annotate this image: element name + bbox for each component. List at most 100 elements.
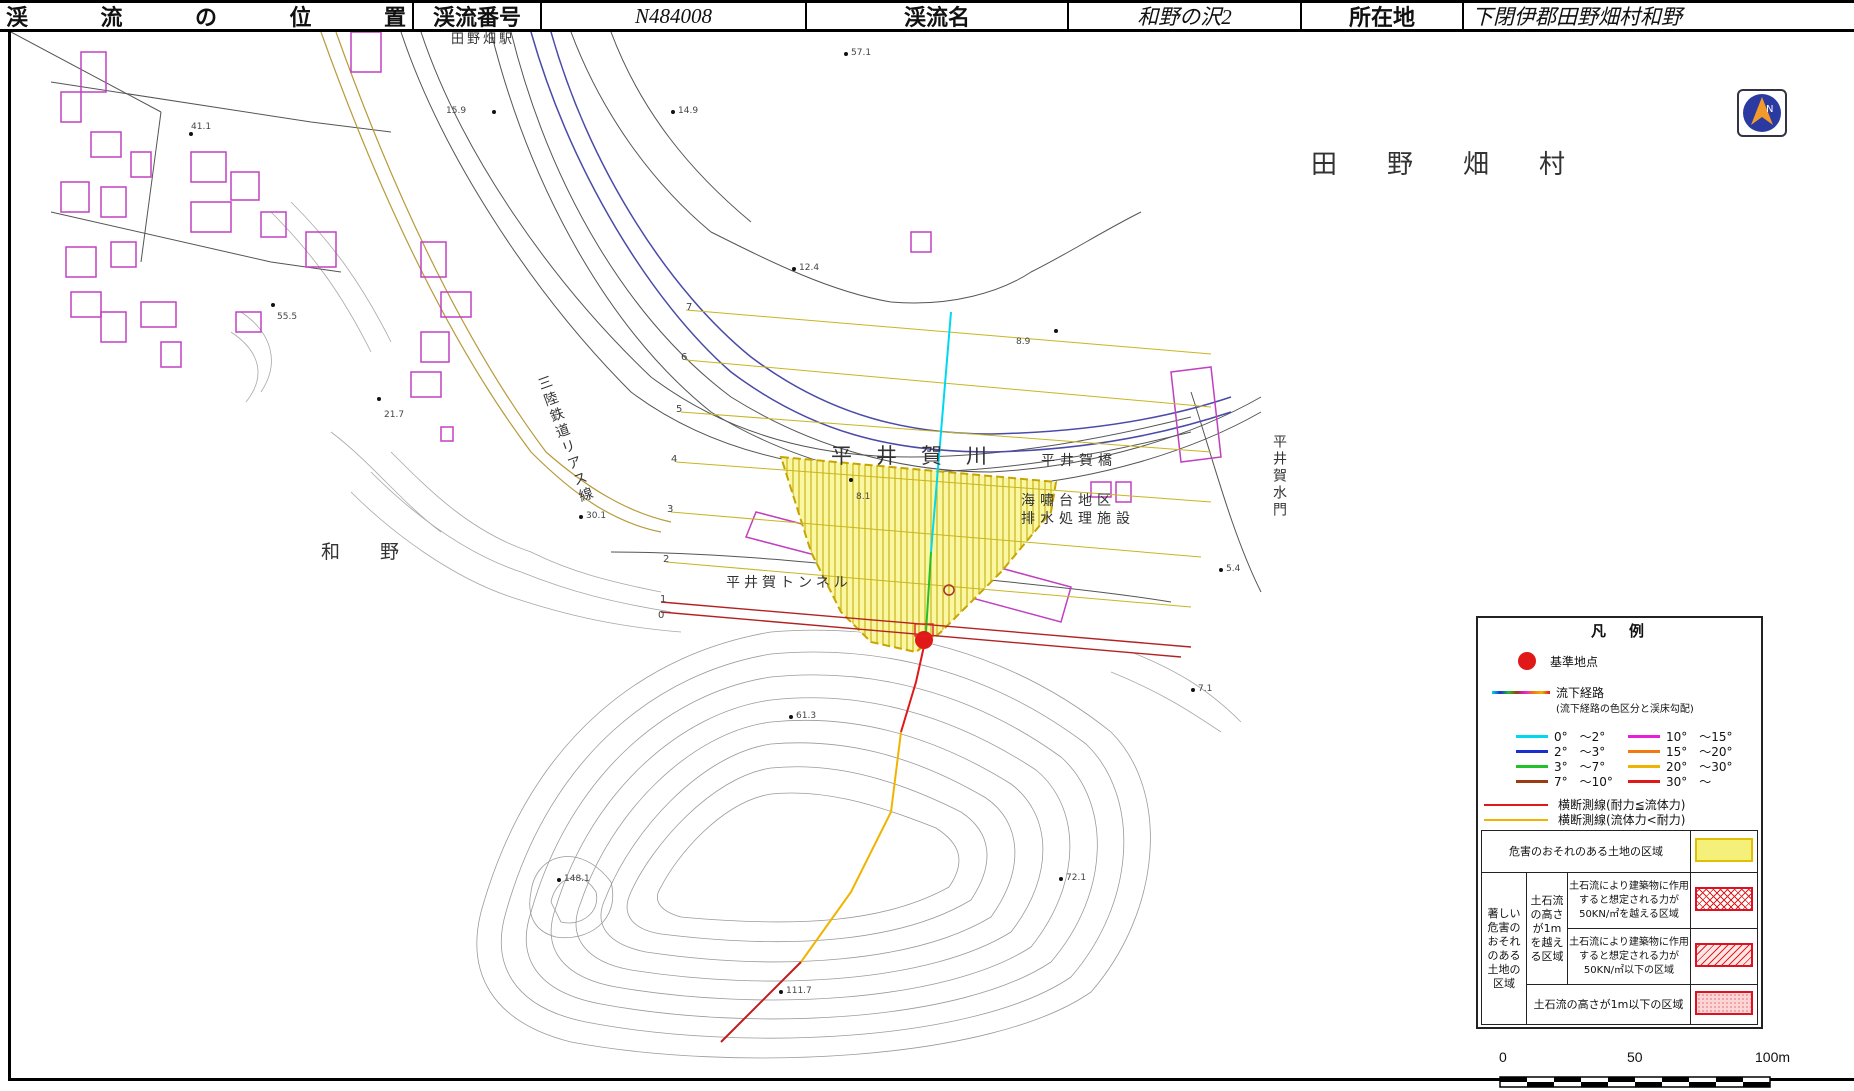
svg-text:N: N [1766,104,1773,115]
station-label: 田野畑駅 [451,32,516,47]
gradient-item: 20° 〜30° [1628,758,1733,775]
gradient-label: 3° 〜7° [1554,760,1606,774]
contour-lines-north [230,201,1242,733]
gradient-swatch [1628,750,1660,753]
hazard-area-swatch-cell [1690,830,1758,873]
location-title-char: 渓 [6,6,29,31]
gradient-label: 10° 〜15° [1666,730,1733,744]
gradient-item: 3° 〜7° [1516,758,1605,775]
section-number: 1 [660,594,667,605]
gradient-item: 30° 〜 [1628,773,1711,790]
gradient-item: 2° 〜3° [1516,743,1605,760]
spot-height: 5.4 [1226,564,1241,574]
spot-height: 57.1 [851,48,872,58]
force-over-label: 土石流により建築物に作用すると想定される力が50KN/㎡を越える区域 [1567,872,1691,929]
stream-number-cell: N484008 [540,3,805,29]
spot-height: 8.9 [1016,337,1031,347]
tunnel-label: 平井賀トンネル [726,575,852,591]
legend-title: 凡 例 [1590,622,1648,640]
spot-height: 12.4 [799,263,820,273]
location-title-char: 位 [289,6,312,31]
gradient-swatch [1516,750,1548,753]
stream-number-label: 渓流番号 [432,6,521,31]
spot-height: 55.5 [277,312,298,322]
location-title-char: 流 [100,6,123,31]
force-under-label: 土石流により建築物に作用すると想定される力が50KN/㎡以下の区域 [1567,928,1691,985]
hazard-area-label: 危害のおそれのある土地の区域 [1481,830,1691,873]
spot-height: 21.7 [384,410,405,420]
facility-line1: 海嘯台地区 [1021,493,1116,509]
flow-path-icon [1492,691,1550,694]
gradient-swatch [1516,735,1548,738]
facility-label: 海嘯台地区 排水処理施設 [1021,492,1135,528]
stream-name-cell: 和野の沢2 [1067,3,1300,29]
north-arrow-icon: N [1737,89,1787,137]
spot-height: 111.7 [786,986,812,996]
section-number: 3 [667,504,674,515]
location-title-char: の [194,6,217,31]
stream-name-value: 和野の沢2 [1137,5,1232,29]
legend-cross-yellow-label: 横断測線(流体力<耐力) [1558,813,1686,827]
flow-path [930,311,952,553]
buildings [60,32,1222,623]
topographic-map [11,32,1262,1059]
gradient-label: 7° 〜10° [1554,775,1613,789]
section-number: 7 [686,302,693,313]
debris-under-label: 土石流の高さが1m以下の区域 [1526,984,1691,1025]
railway [320,32,672,533]
location-title-char: 置 [383,6,406,31]
address-value: 下閉伊郡田野畑村和野 [1472,5,1682,29]
stream-number-value: N484008 [634,3,712,28]
spot-height: 8.1 [856,492,871,502]
legend-cross-red-row: 横断測線(耐力≦流体力) [1484,796,1685,813]
address-cell: 下閉伊郡田野畑村和野 [1462,3,1854,29]
spot-height-dots [189,52,1223,994]
section-number: 5 [676,404,683,415]
gradient-swatch [1516,780,1548,783]
legend-flow-label: 流下経路 [1556,686,1605,700]
header-bar: 渓 流 の 位 置 渓流番号 N484008 渓流名 和野の沢2 所在地 下閉伊郡田野畑… [0,0,1854,32]
gradient-item: 7° 〜10° [1516,773,1613,790]
hazard-zone [779,455,1058,654]
force-over-swatch-cell [1690,872,1758,929]
contour-lines [476,629,1151,1059]
map-frame: 田野畑村 和野 平井賀川 平井賀橋 平井賀トンネル 海嘯台地区 排水処理施設 平… [8,32,1854,1088]
spot-height: 30.1 [586,511,607,521]
cross-red-swatch [1484,803,1548,806]
section-number: 0 [658,610,665,621]
debris-under-swatch-cell [1690,984,1758,1025]
spot-height: 61.3 [796,711,817,721]
spot-height: 148.1 [564,874,590,884]
gradient-label: 2° 〜3° [1554,745,1606,759]
severe-area-label: 著しい危害のおそれのある土地の区域 [1481,872,1527,1025]
legend-zone-table: 危害のおそれのある土地の区域 著しい危害のおそれのある土地の区域 土石流の高さが… [1481,830,1758,1025]
debris-over-label: 土石流の高さが1mを越える区域 [1526,872,1568,985]
gradient-item: 10° 〜15° [1628,728,1733,745]
cross-yellow-swatch [1484,818,1548,821]
roads [11,32,1262,603]
spot-height: 7.1 [1198,684,1213,694]
gradient-label: 20° 〜30° [1666,760,1733,774]
facility-line2: 排水処理施設 [1021,511,1135,527]
spot-height: 15.9 [446,106,467,116]
stream-name-label: 渓流名 [903,6,970,31]
scale-label-zero: 0 [1499,1049,1507,1065]
gradient-label: 15° 〜20° [1666,745,1733,759]
force-under-swatch-cell [1690,928,1758,985]
address-label-cell: 所在地 [1300,3,1462,31]
stream-name-label-cell: 渓流名 [805,3,1067,31]
river [530,32,1232,453]
legend-flow-row: 流下経路 [1492,684,1604,701]
river-label: 平井賀川 [831,444,1011,468]
stream-number-label-cell: 渓流番号 [412,3,540,31]
sluice-label: 平井賀水門 [1271,434,1287,519]
force-over-swatch [1695,886,1753,911]
section-number: 6 [681,352,688,363]
spot-height: 72.1 [1066,873,1087,883]
legend-panel: 凡 例 基準地点 流下経路 (流下経路の色区分と渓床勾配) 0° 〜2° 2° … [1476,616,1763,1029]
section-number: 4 [671,454,678,465]
location-title-cell: 渓流の位置 [0,3,412,31]
spot-height: 41.1 [191,122,212,132]
hazard-area-swatch [1695,837,1753,862]
gradient-swatch [1628,735,1660,738]
